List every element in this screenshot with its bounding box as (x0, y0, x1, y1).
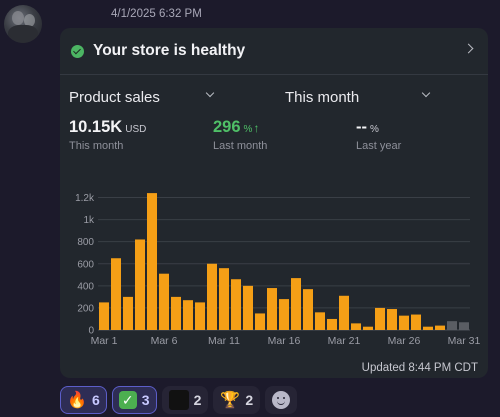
message-timestamp: 4/1/2025 6:32 PM (111, 8, 202, 20)
y-tick-label: 1.2k (75, 193, 95, 204)
bar[interactable] (435, 325, 445, 330)
reaction-count: 2 (245, 392, 254, 408)
avatar[interactable] (4, 5, 42, 43)
bar[interactable] (111, 258, 121, 330)
fire-icon: 🔥 (67, 392, 87, 409)
stat-value: -- (356, 118, 367, 136)
bar[interactable] (219, 268, 229, 330)
store-health-card: Your store is healthy Product sales This… (60, 28, 488, 378)
bar[interactable] (267, 288, 277, 330)
bar[interactable] (183, 300, 193, 330)
bar[interactable] (399, 315, 409, 330)
bar[interactable] (351, 323, 361, 330)
reactions-bar: 🔥 6 ✓ 3 2 🏆 2 (60, 386, 298, 414)
updated-time: Updated 8:44 PM CDT (361, 362, 478, 374)
y-tick-label: 600 (77, 259, 94, 270)
bar[interactable] (135, 239, 145, 330)
reaction-trophy[interactable]: 🏆 2 (213, 386, 261, 414)
stat-this-month: 10.15K USD This month (69, 118, 146, 152)
trophy-icon: 🏆 (220, 392, 241, 409)
card-header[interactable]: Your store is healthy (60, 28, 488, 74)
x-tick-label: Mar 1 (91, 335, 118, 347)
reaction-count: 6 (92, 392, 100, 408)
stat-label: Last year (356, 140, 402, 152)
header-divider (60, 74, 488, 75)
y-tick-label: 200 (77, 303, 94, 314)
y-tick-label: 400 (77, 281, 94, 292)
bar[interactable] (291, 278, 301, 330)
bar[interactable] (171, 296, 181, 330)
chevron-down-icon (205, 88, 215, 98)
card-title: Your store is healthy (93, 42, 246, 59)
bar[interactable] (255, 313, 265, 330)
bar[interactable] (447, 321, 457, 330)
bar[interactable] (231, 279, 241, 330)
bar[interactable] (123, 296, 133, 330)
stat-unit: USD (125, 124, 147, 135)
bar[interactable] (243, 285, 253, 330)
period-select[interactable]: This month (285, 87, 433, 107)
smile-icon (272, 391, 291, 409)
stat-value: 10.15K (69, 118, 123, 136)
stat-label: Last month (213, 140, 268, 152)
stat-label: This month (69, 140, 124, 152)
bar[interactable] (327, 318, 337, 330)
checkbox-emoji-icon: ✓ (118, 391, 137, 409)
bar[interactable] (423, 326, 433, 330)
reaction-count: 2 (193, 392, 202, 408)
bar[interactable] (195, 302, 205, 330)
reaction-count: 3 (141, 392, 150, 408)
bar[interactable] (459, 322, 469, 330)
stat-unit: % (243, 124, 253, 135)
x-tick-label: Mar 21 (328, 335, 361, 347)
x-tick-label: Mar 31 (448, 335, 481, 347)
sticker-icon (168, 390, 189, 410)
add-reaction-button[interactable] (265, 386, 298, 414)
bar[interactable] (315, 312, 325, 330)
stat-last-year: --% Last year (356, 118, 401, 152)
x-tick-label: Mar 11 (208, 335, 240, 347)
x-tick-label: Mar 6 (151, 335, 178, 347)
reaction-check[interactable]: ✓ 3 (111, 386, 157, 414)
bar[interactable] (207, 263, 217, 330)
arrow-up-icon: ↑ (253, 121, 260, 135)
reaction-sticker[interactable]: 2 (161, 386, 209, 414)
y-tick-label: 1k (83, 215, 95, 226)
check-circle-icon (71, 44, 84, 58)
x-tick-label: Mar 16 (268, 335, 301, 347)
stat-value: 296 (213, 118, 241, 136)
stat-last-month: 296 %↑ Last month (213, 118, 267, 152)
sales-bar-chart: 0 200 400 600 800 1k 1.2k Mar 1 Mar 6 Mar 11 Mar 1… (75, 193, 481, 347)
period-select-value: This month (285, 88, 360, 106)
bar[interactable] (279, 299, 289, 330)
y-tick-label: 0 (88, 326, 94, 337)
chevron-down-icon (421, 88, 431, 98)
stat-unit: % (370, 124, 379, 135)
metric-select[interactable]: Product sales (69, 87, 217, 107)
bar[interactable] (339, 295, 349, 330)
bar[interactable] (387, 309, 397, 330)
bar[interactable] (375, 307, 385, 330)
bar[interactable] (303, 289, 313, 330)
metric-select-value: Product sales (69, 88, 160, 106)
chevron-right-icon[interactable] (463, 43, 474, 54)
x-tick-label: Mar 26 (388, 335, 421, 347)
bar[interactable] (99, 302, 109, 330)
bar[interactable] (159, 273, 169, 330)
y-tick-label: 800 (77, 237, 94, 248)
bar[interactable] (363, 326, 373, 330)
bar[interactable] (411, 314, 421, 330)
bar[interactable] (147, 193, 157, 330)
reaction-fire[interactable]: 🔥 6 (60, 386, 107, 414)
